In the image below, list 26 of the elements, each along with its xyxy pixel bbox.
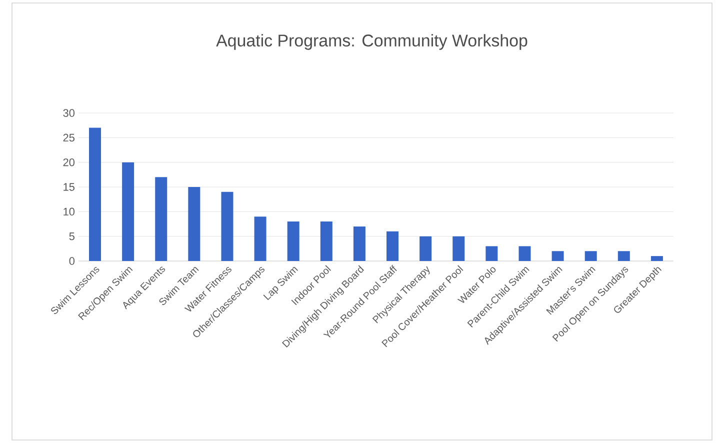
y-tick-label: 15: [64, 183, 74, 191]
bar: [584, 251, 597, 261]
bar: [353, 226, 366, 261]
y-tick-label: 0: [69, 257, 75, 265]
bar: [254, 216, 266, 261]
y-tick-label: 25: [63, 134, 74, 142]
y-tick-label: 20: [63, 158, 75, 166]
bar: [552, 251, 564, 261]
bar: [386, 231, 399, 261]
y-tick-label: 5: [69, 232, 74, 240]
bar: [122, 162, 134, 261]
bar: [221, 192, 234, 261]
bar: [518, 246, 531, 261]
chart-title: Aquatic Programs: Community Workshop: [216, 34, 528, 50]
bar: [89, 128, 101, 261]
bar: [320, 222, 332, 261]
bar: [420, 236, 432, 261]
bar: [188, 186, 200, 261]
bar: [155, 177, 168, 261]
y-tick-label: 10: [64, 208, 75, 216]
bar: [650, 256, 663, 261]
bar: [452, 236, 465, 261]
bar: [618, 251, 630, 261]
y-tick-label: 30: [63, 109, 75, 117]
bar: [486, 246, 498, 261]
bar: [287, 222, 300, 261]
